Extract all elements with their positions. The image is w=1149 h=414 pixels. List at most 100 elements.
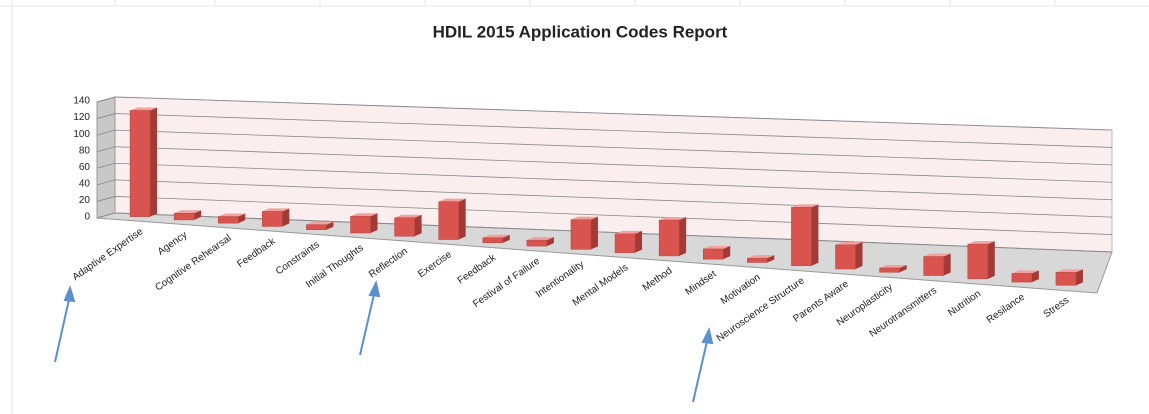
bar-side: [1031, 270, 1039, 283]
bar-top: [174, 210, 202, 214]
bar-top: [570, 216, 598, 220]
bar-top: [306, 221, 334, 225]
x-tick-label: Nutrition: [946, 288, 983, 318]
bar: [394, 217, 415, 237]
bar-side: [987, 241, 995, 279]
y-tick-label: 100: [73, 129, 90, 140]
bar: [350, 215, 371, 234]
side-grid-line: [96, 212, 116, 219]
bar-top: [1055, 269, 1083, 273]
bar-side: [855, 241, 863, 269]
bar-top: [218, 213, 246, 217]
bar-side: [767, 255, 775, 263]
bar-side: [502, 234, 510, 243]
bar-side: [326, 221, 334, 230]
y-tick-label: 120: [73, 112, 90, 123]
bar: [967, 243, 989, 280]
bar-top: [703, 245, 731, 249]
y-tick-label: 140: [73, 96, 90, 107]
bar-top: [350, 213, 378, 217]
grid-line: [114, 146, 1113, 183]
bar-side: [723, 245, 731, 260]
bar-top: [615, 230, 643, 234]
x-tick-label: Reflection: [367, 246, 410, 281]
bar: [702, 248, 724, 260]
side-grid-line: [96, 146, 116, 153]
bar-side: [370, 213, 378, 233]
bar-top: [482, 234, 510, 238]
bar: [747, 257, 768, 263]
bar-side: [811, 204, 819, 266]
grid-line: [114, 129, 1113, 166]
grid-line: [114, 113, 1113, 148]
bar-top: [262, 208, 290, 212]
x-tick-label: Adaptive Expertise: [71, 226, 146, 283]
grid-line: [114, 162, 1113, 201]
bar-side: [458, 198, 466, 240]
x-tick-label: Resilance: [985, 291, 1028, 325]
bar: [1011, 273, 1033, 283]
grid-line: [114, 179, 1113, 218]
bar-top: [791, 204, 819, 208]
bar: [526, 239, 548, 247]
x-tick-label: Mindset: [683, 269, 718, 298]
bar: [129, 110, 151, 217]
y-tick-label: 80: [79, 145, 91, 156]
bar: [791, 207, 812, 266]
bar-top: [879, 264, 907, 268]
side-grid-line: [96, 96, 116, 103]
chart-title: HDIL 2015 Application Codes Report: [433, 22, 728, 41]
grid-line: [114, 196, 1113, 235]
bar-side: [635, 230, 643, 253]
bar: [262, 211, 283, 227]
bar-top: [526, 237, 554, 241]
bar: [173, 213, 195, 221]
x-tick-label: Motivation: [719, 272, 763, 307]
bar-top: [130, 107, 158, 111]
bar: [658, 219, 680, 257]
bar: [306, 224, 327, 230]
bar-side: [679, 217, 687, 256]
x-tick-label: Feedback: [456, 252, 499, 287]
bar-side: [238, 213, 246, 224]
x-tick-label: Method: [641, 266, 675, 294]
bar: [614, 233, 636, 253]
bar: [879, 267, 900, 273]
bar-side: [1075, 269, 1083, 286]
bar-side: [194, 210, 202, 220]
bar-top: [394, 214, 422, 218]
x-tick-label: Feedback: [235, 235, 278, 270]
side-grid-line: [96, 196, 116, 202]
bar-top: [659, 217, 687, 221]
bar-top: [923, 253, 951, 257]
bar: [835, 244, 856, 270]
side-grid-line: [96, 113, 116, 119]
y-tick-label: 0: [84, 212, 90, 223]
x-tick-label: Exercise: [416, 249, 454, 280]
bar-side: [546, 237, 554, 247]
bar-side: [150, 107, 158, 217]
bar-top: [747, 255, 775, 259]
bar: [217, 216, 239, 224]
x-tick-label: Constraints: [274, 239, 322, 277]
bar-top: [835, 241, 863, 245]
y-tick-label: 40: [79, 178, 91, 189]
bar-side: [943, 253, 951, 276]
side-grid-line: [96, 162, 116, 169]
x-tick-label: Stress: [1042, 295, 1072, 320]
bar: [482, 237, 504, 244]
arrows: [54, 280, 714, 403]
bar-side: [282, 208, 290, 227]
bar: [1055, 272, 1077, 286]
bar-top: [438, 198, 466, 202]
bar-top: [967, 241, 995, 245]
side-grid-line: [96, 129, 116, 136]
side-grid-line: [96, 179, 116, 186]
grid-line: [114, 96, 1113, 131]
bar: [438, 201, 459, 240]
bar: [570, 219, 592, 250]
bar-side: [590, 216, 598, 250]
side-wall: [96, 96, 116, 219]
